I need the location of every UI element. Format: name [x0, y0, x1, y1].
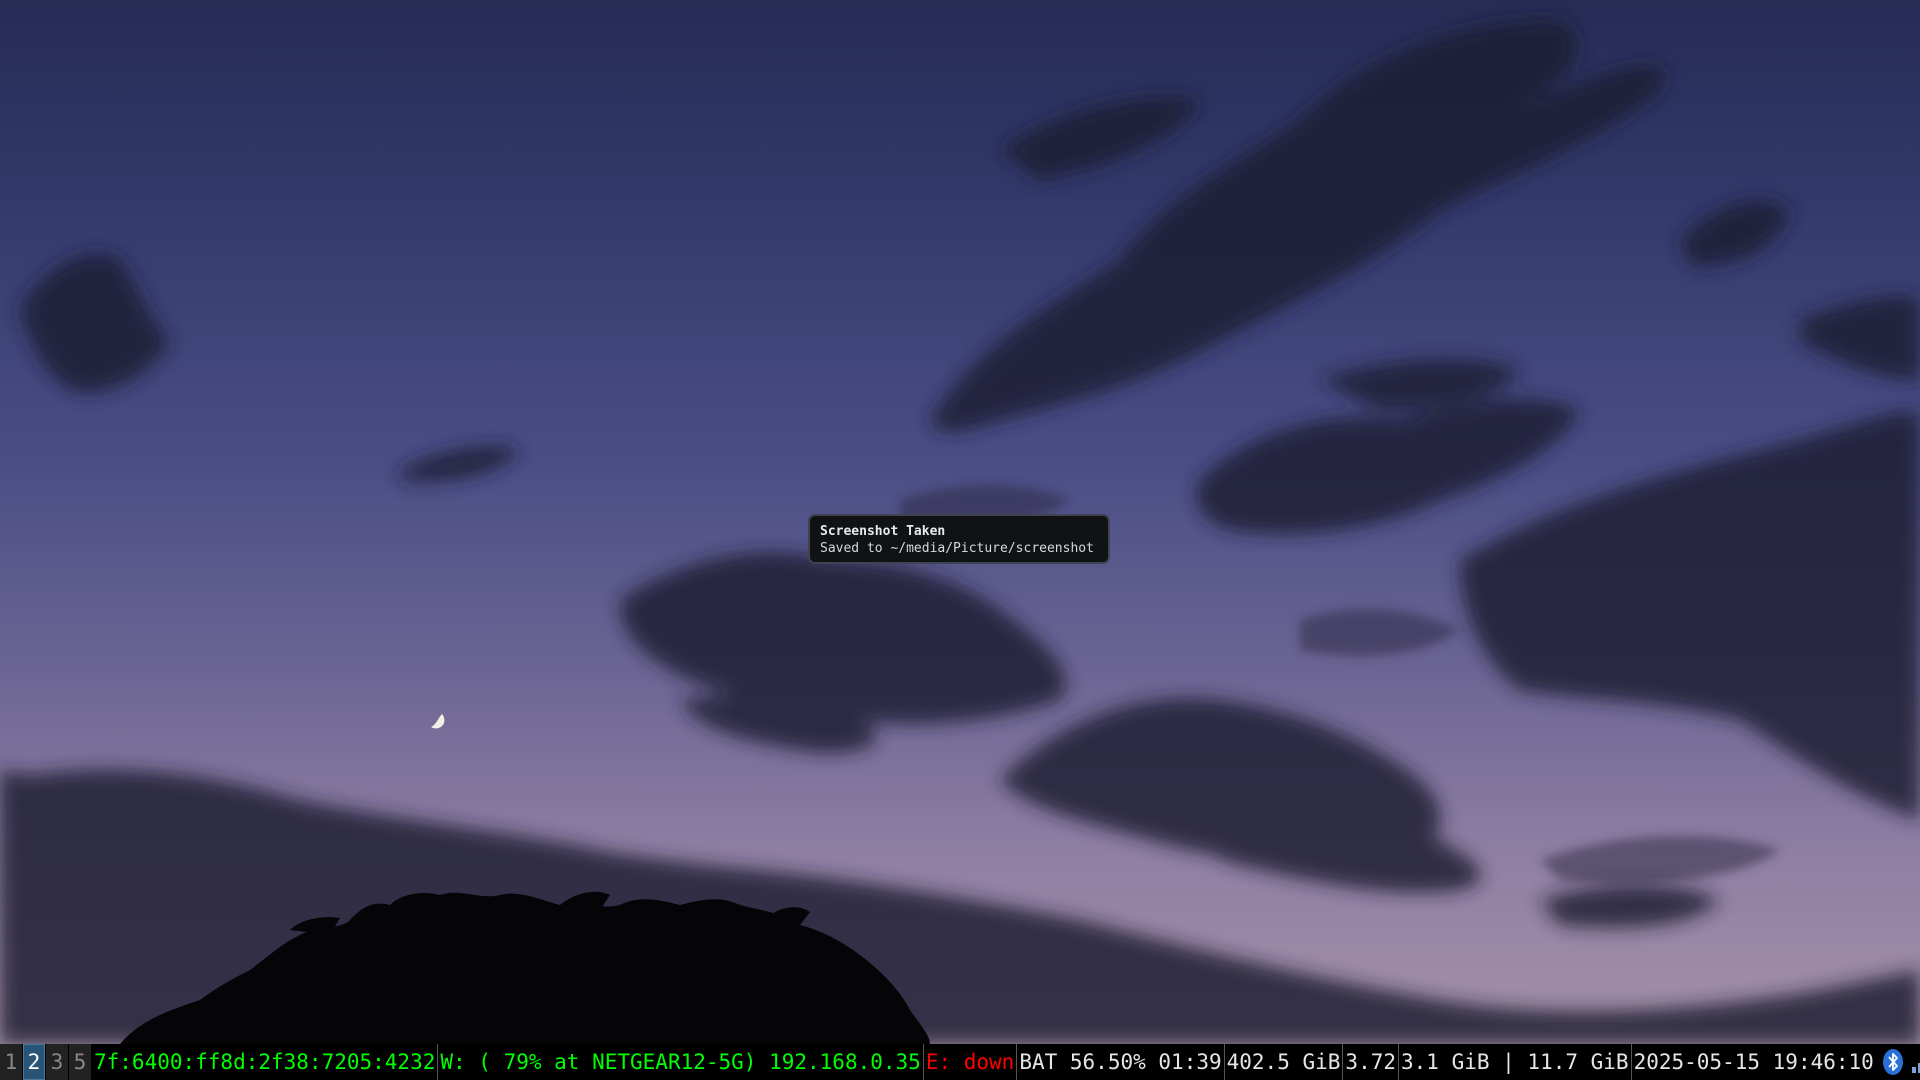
workspace-list: 1 2 3 5	[0, 1044, 92, 1080]
signal-strength-icon[interactable]	[1908, 1044, 1920, 1080]
notification-title: Screenshot Taken	[820, 524, 946, 539]
system-tray	[1878, 1044, 1920, 1080]
battery-status: BAT 56.50% 01:39	[1017, 1044, 1225, 1080]
workspace-button-5[interactable]: 5	[69, 1044, 91, 1080]
load-status: 3.72	[1343, 1044, 1399, 1080]
bluetooth-icon[interactable]	[1878, 1044, 1908, 1080]
status-bar: 1 2 3 5 7f:6400:ff8d:2f38:7205:4232 W: (…	[0, 1044, 1920, 1080]
disk-status: 402.5 GiB	[1225, 1044, 1344, 1080]
datetime-status: 2025-05-15 19:46:10	[1633, 1050, 1874, 1074]
ipv6-status: 7f:6400:ff8d:2f38:7205:4232	[92, 1044, 439, 1080]
memory-status: 3.1 GiB | 11.7 GiB	[1399, 1044, 1632, 1080]
workspace-button-3[interactable]: 3	[46, 1044, 68, 1080]
desktop-wallpaper	[0, 0, 1920, 1044]
tree-silhouette	[0, 0, 1920, 1044]
wireless-status: W: ( 79% at NETGEAR12-5G) 192.168.0.35	[438, 1044, 924, 1080]
workspace-button-2[interactable]: 2	[23, 1044, 45, 1080]
workspace-button-1[interactable]: 1	[0, 1044, 22, 1080]
ethernet-status: E: down	[924, 1044, 1018, 1080]
notification-body: Saved to ~/media/Picture/screenshot	[820, 541, 1094, 556]
moon-icon	[431, 714, 445, 729]
notification-popup[interactable]: Screenshot Taken Saved to ~/media/Pictur…	[808, 514, 1110, 564]
